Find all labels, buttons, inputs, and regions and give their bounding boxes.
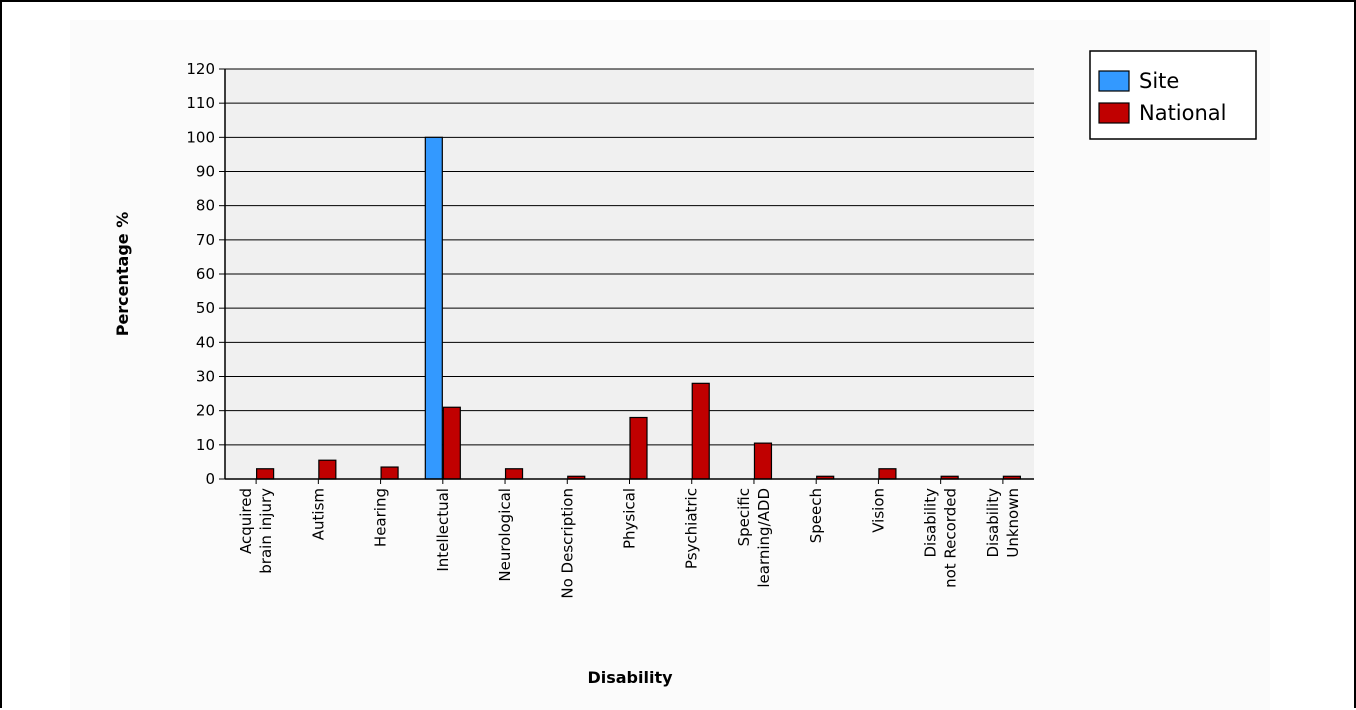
bar-site [424, 136, 443, 480]
x-tick-label-line: Intellectual [434, 488, 452, 572]
x-tick-label-line: Psychiatric [683, 488, 701, 569]
x-tick-label: Psychiatric [683, 479, 701, 569]
x-tick-label: Intellectual [434, 479, 452, 572]
y-tick-label: 110 [186, 94, 215, 112]
y-tick-label: 50 [196, 299, 215, 317]
y-tick-label: 100 [186, 128, 215, 146]
x-tick-label-line: Autism [309, 488, 327, 540]
x-tick-label-line: Unknown [1004, 488, 1022, 558]
bar-national [380, 466, 399, 480]
bar-national [878, 468, 897, 480]
legend-label-national: National [1139, 101, 1227, 125]
y-tick-label: 20 [196, 402, 215, 420]
y-tick-label: 30 [196, 368, 215, 386]
y-tick-label: 60 [196, 265, 215, 283]
y-tick-label: 120 [186, 60, 215, 78]
x-tick-label-line: Vision [869, 488, 887, 533]
x-tick-label: Specific learning/ADD [735, 479, 773, 588]
x-tick-label-line: not Recorded [942, 488, 960, 588]
x-tick-label-line: Physical [621, 488, 639, 549]
y-axis-title: Percentage % [113, 212, 132, 337]
y-tick-label: 70 [196, 231, 215, 249]
bar-national [691, 382, 710, 480]
x-tick-label: Disability not Recorded [922, 479, 960, 588]
y-tick-label: 10 [196, 436, 215, 454]
x-tick-label-line: Neurological [496, 488, 514, 582]
x-tick-label: Physical [621, 479, 639, 549]
x-tick-label-line: Disability [984, 488, 1002, 558]
y-tick-label: 40 [196, 333, 215, 351]
y-tick-labels: 0 10 20 30 40 50 60 70 80 90 100 110 120 [186, 60, 215, 488]
x-tick-labels: Acquired brain injury Autism Hearing Intelle… [237, 479, 1022, 599]
x-tick-label-line: No Description [558, 488, 576, 599]
x-tick-label: Neurological [496, 479, 514, 582]
legend-swatch-national [1098, 102, 1130, 124]
y-tick-label: 90 [196, 163, 215, 181]
bar-national [504, 468, 524, 480]
x-tick-label: Acquired brain injury [237, 479, 275, 574]
legend-box [1089, 50, 1257, 140]
bar-national [442, 406, 461, 480]
y-tick-label: 0 [205, 470, 215, 488]
x-tick-label-line: Disability [922, 488, 940, 558]
gridlines [219, 68, 1034, 480]
bars [256, 136, 1021, 480]
x-tick-label: Vision [869, 479, 887, 533]
x-tick-label: Autism [309, 479, 327, 540]
legend-swatch-site [1098, 70, 1130, 92]
x-axis-title: Disability [587, 668, 673, 687]
y-tick-label: 80 [196, 197, 215, 215]
bar-national [256, 468, 275, 480]
x-tick-label-line: Hearing [372, 488, 390, 547]
x-tick-label-line: learning/ADD [755, 488, 773, 588]
legend-label-site: Site [1139, 69, 1179, 93]
x-tick-label: Disability Unknown [984, 479, 1022, 558]
x-tick-label: Speech [807, 479, 825, 543]
x-tick-label: No Description [558, 479, 576, 599]
x-tick-label-line: brain injury [257, 488, 275, 574]
bar-national [753, 442, 773, 480]
bar-national [629, 416, 648, 480]
x-tick-label: Hearing [372, 479, 390, 547]
x-tick-label-line: Speech [807, 488, 825, 543]
bar-national [318, 459, 337, 480]
x-tick-label-line: Specific [735, 488, 753, 546]
legend: Site National [1089, 50, 1257, 140]
x-tick-label-line: Acquired [237, 488, 255, 554]
